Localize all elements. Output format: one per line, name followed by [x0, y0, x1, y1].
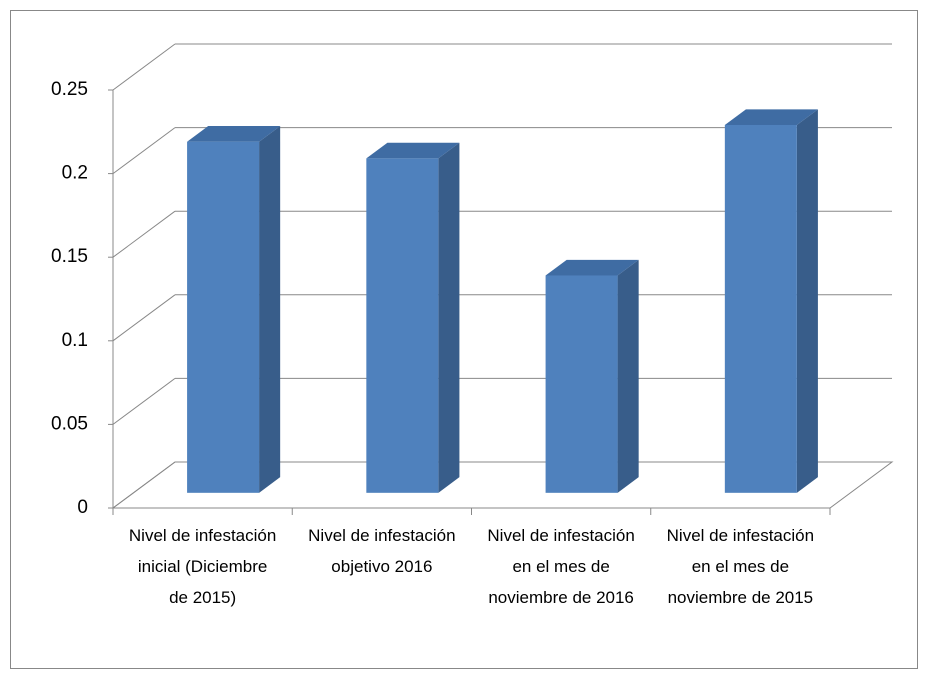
- y-tick-label: 0: [77, 497, 88, 518]
- y-tick-label: 0.25: [51, 79, 88, 100]
- grid-line: [112, 43, 176, 91]
- y-tick-label: 0.1: [62, 330, 88, 351]
- y-tick-label: 0.2: [62, 163, 88, 184]
- x-tick-label: Nivel de infestación en el mes de noviem…: [487, 526, 635, 607]
- grid-line: [112, 461, 176, 509]
- bar: [366, 158, 439, 493]
- bar-side: [438, 142, 460, 493]
- bar: [187, 141, 260, 493]
- bar-side: [617, 259, 639, 493]
- grid-line: [112, 294, 176, 342]
- bar-top: [724, 109, 818, 125]
- x-tick-label: Nivel de infestación inicial (Diciembre …: [128, 526, 277, 607]
- y-tick-label: 0.15: [51, 246, 88, 267]
- grid-line: [112, 210, 176, 258]
- grid-line: [112, 377, 176, 425]
- bar-side: [259, 126, 281, 493]
- bar-top: [366, 142, 460, 159]
- chart-border: [10, 10, 918, 669]
- bar-side: [796, 109, 818, 493]
- x-tick-label: Nivel de infestación objetivo 2016: [308, 526, 456, 576]
- bar: [545, 275, 618, 493]
- grid-line: [112, 127, 176, 175]
- bar: [724, 124, 797, 493]
- x-tick-label: Nivel de infestación en el mes de noviem…: [666, 526, 815, 607]
- bar-top: [187, 126, 281, 142]
- y-tick-label: 0.05: [51, 413, 88, 434]
- bar-top: [545, 259, 639, 276]
